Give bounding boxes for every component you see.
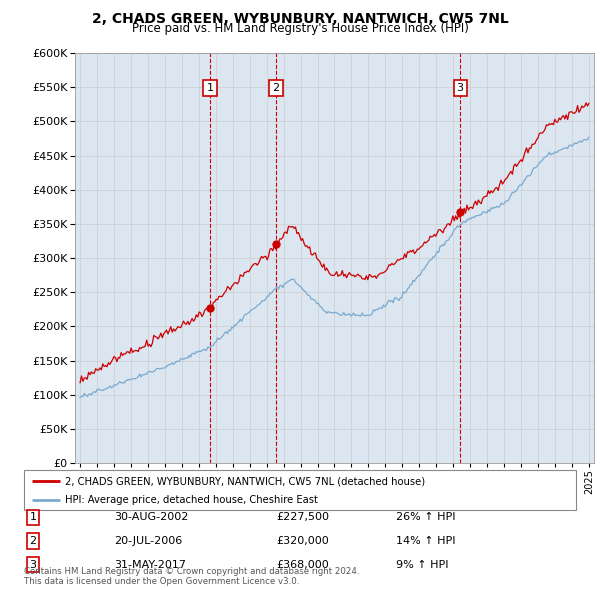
Text: 2: 2	[272, 83, 280, 93]
Text: £368,000: £368,000	[276, 560, 329, 569]
Text: 9% ↑ HPI: 9% ↑ HPI	[396, 560, 449, 569]
Text: 2: 2	[29, 536, 37, 546]
Text: 3: 3	[457, 83, 464, 93]
Text: 2, CHADS GREEN, WYBUNBURY, NANTWICH, CW5 7NL: 2, CHADS GREEN, WYBUNBURY, NANTWICH, CW5…	[92, 12, 508, 26]
Text: 14% ↑ HPI: 14% ↑ HPI	[396, 536, 455, 546]
Text: Contains HM Land Registry data © Crown copyright and database right 2024.
This d: Contains HM Land Registry data © Crown c…	[24, 567, 359, 586]
Text: Price paid vs. HM Land Registry's House Price Index (HPI): Price paid vs. HM Land Registry's House …	[131, 22, 469, 35]
Text: 1: 1	[206, 83, 214, 93]
Text: 26% ↑ HPI: 26% ↑ HPI	[396, 513, 455, 522]
Text: 3: 3	[29, 560, 37, 569]
Text: 20-JUL-2006: 20-JUL-2006	[114, 536, 182, 546]
Text: 1: 1	[29, 513, 37, 522]
FancyBboxPatch shape	[24, 470, 576, 510]
Text: 31-MAY-2017: 31-MAY-2017	[114, 560, 186, 569]
Text: 2, CHADS GREEN, WYBUNBURY, NANTWICH, CW5 7NL (detached house): 2, CHADS GREEN, WYBUNBURY, NANTWICH, CW5…	[65, 476, 425, 486]
Text: HPI: Average price, detached house, Cheshire East: HPI: Average price, detached house, Ches…	[65, 494, 318, 504]
Text: 30-AUG-2002: 30-AUG-2002	[114, 513, 188, 522]
Text: £227,500: £227,500	[276, 513, 329, 522]
Text: £320,000: £320,000	[276, 536, 329, 546]
